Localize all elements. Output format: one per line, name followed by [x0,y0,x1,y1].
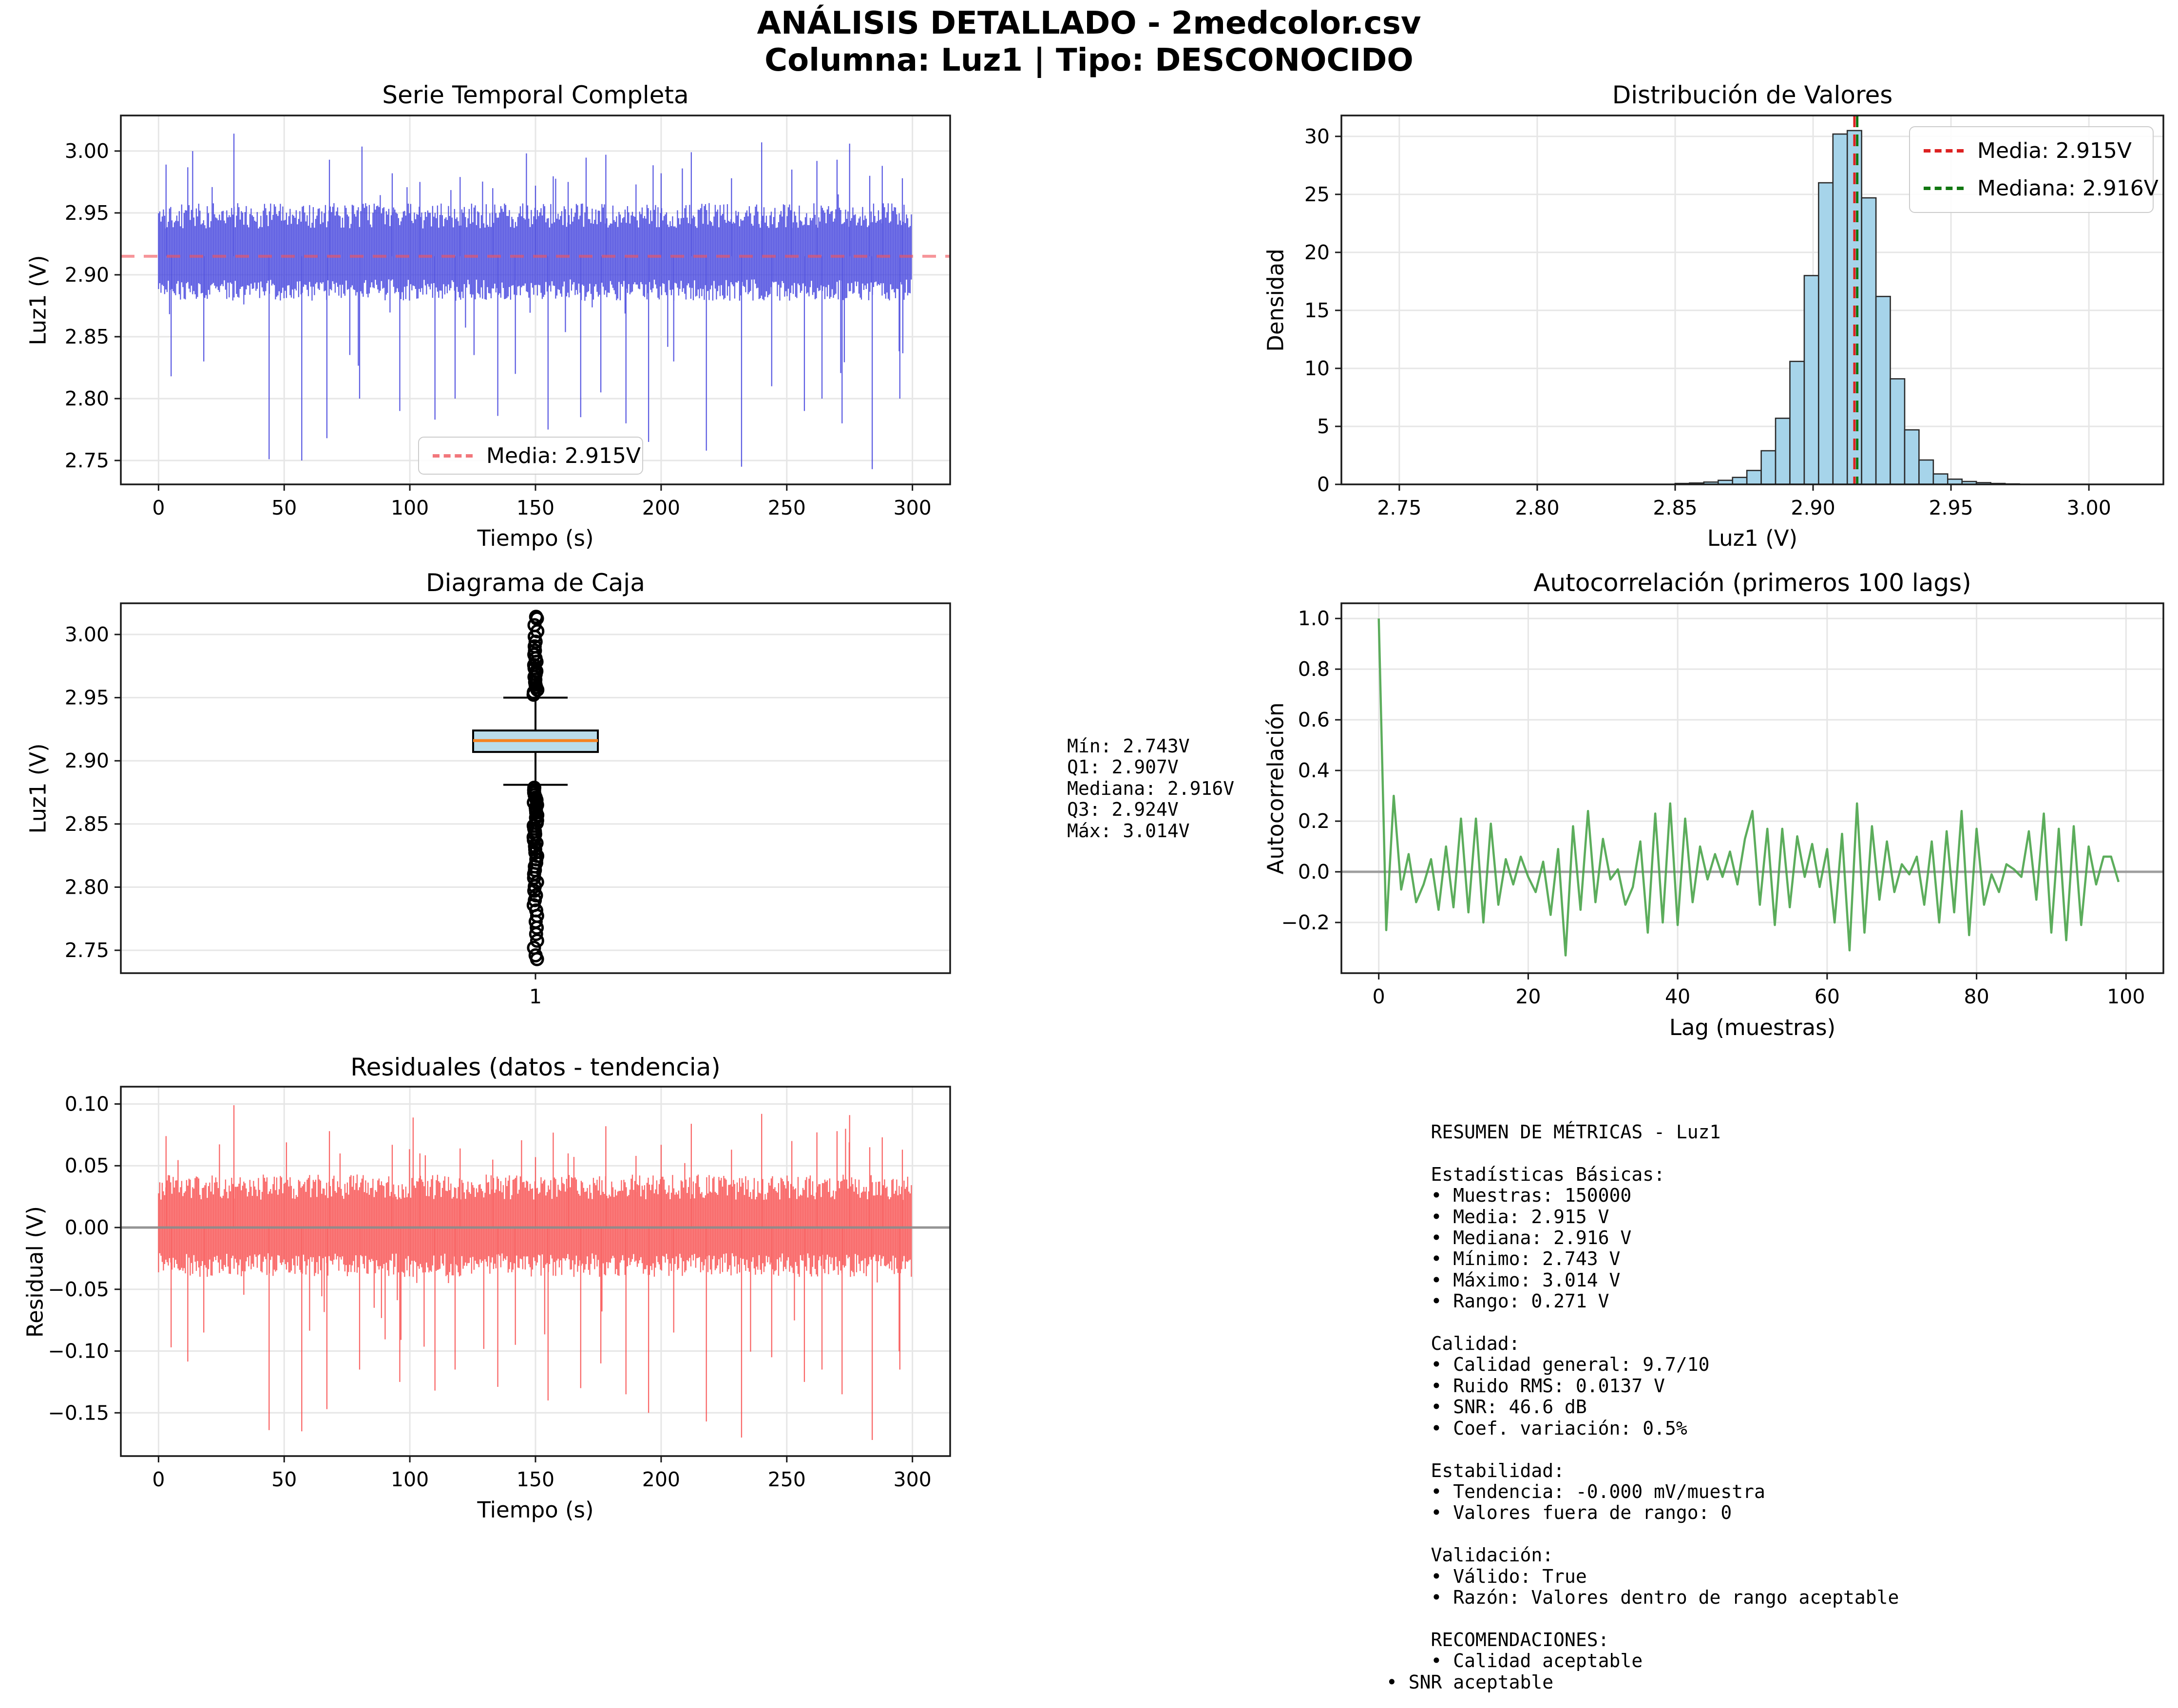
title-distribucion: Distribución de Valores [1612,81,1893,109]
svg-text:0.00: 0.00 [65,1216,109,1239]
title-residuales: Residuales (datos - tendencia) [350,1053,721,1081]
ylabel-residuales: Residual (V) [22,1206,48,1338]
media-dash-swatch [1924,149,1964,153]
svg-text:0.05: 0.05 [65,1154,109,1177]
ylabel-distribucion: Densidad [1262,249,1289,352]
svg-text:2.95: 2.95 [1929,496,1973,519]
svg-text:2.75: 2.75 [65,449,109,472]
svg-text:0.8: 0.8 [1298,657,1330,681]
svg-text:30: 30 [1304,125,1330,148]
svg-text:80: 80 [1964,985,1989,1008]
figure-title: ANÁLISIS DETALLADO - 2medcolor.csv Colum… [0,5,2178,79]
svg-text:0.6: 0.6 [1298,708,1330,731]
svg-text:2.90: 2.90 [65,263,109,287]
svg-text:300: 300 [894,1468,932,1491]
svg-text:3.00: 3.00 [65,623,109,646]
svg-text:−0.05: −0.05 [48,1278,109,1301]
xlabel-autocorrelacion: Lag (muestras) [1669,1015,1836,1040]
svg-text:−0.10: −0.10 [48,1340,109,1363]
svg-text:150: 150 [516,496,554,519]
figure-title-line1: ANÁLISIS DETALLADO - 2medcolor.csv [757,5,1421,41]
svg-text:2.85: 2.85 [65,812,109,836]
title-diagrama-caja: Diagrama de Caja [426,569,645,597]
xlabel-serie: Tiempo (s) [477,525,594,551]
svg-text:0: 0 [1317,473,1330,496]
mediana-dash-swatch [1924,187,1964,190]
svg-text:−0.15: −0.15 [48,1401,109,1424]
legend-serie: Media: 2.915V [418,437,643,475]
figure-title-line2: Columna: Luz1 | Tipo: DESCONOCIDO [764,42,1414,78]
svg-text:10: 10 [1304,357,1330,380]
svg-text:2.80: 2.80 [65,875,109,899]
svg-text:250: 250 [768,1468,806,1491]
svg-text:2.75: 2.75 [1377,496,1421,519]
svg-text:0: 0 [1373,985,1385,1008]
ylabel-serie: Luz1 (V) [25,255,51,345]
legend-media-label: Media: 2.915V [486,443,641,468]
svg-text:200: 200 [642,496,680,519]
svg-text:100: 100 [2107,985,2145,1008]
svg-text:0.0: 0.0 [1298,860,1330,883]
xlabel-distribucion: Luz1 (V) [1707,525,1798,551]
svg-text:2.85: 2.85 [1653,496,1697,519]
legend-distribucion: Media: 2.915V Mediana: 2.916V [1909,126,2159,213]
media-dash-swatch [433,454,473,458]
svg-text:2.95: 2.95 [65,201,109,225]
svg-text:20: 20 [1304,241,1330,264]
svg-text:2.90: 2.90 [65,749,109,772]
svg-text:100: 100 [391,496,429,519]
metrics-summary-text: RESUMEN DE MÉTRICAS - Luz1 Estadísticas … [1386,1121,1899,1693]
xlabel-residuales: Tiempo (s) [477,1497,594,1523]
title-autocorrelacion: Autocorrelación (primeros 100 lags) [1533,569,1971,597]
boxplot-stats-text: Mín: 2.743V Q1: 2.907V Mediana: 2.916V Q… [1067,735,1235,842]
svg-text:300: 300 [894,496,932,519]
svg-text:40: 40 [1665,985,1690,1008]
svg-text:100: 100 [391,1468,429,1491]
svg-text:25: 25 [1304,183,1330,206]
svg-text:2.95: 2.95 [65,686,109,710]
svg-text:2.90: 2.90 [1791,496,1835,519]
title-serie-temporal: Serie Temporal Completa [382,81,689,109]
svg-text:−0.2: −0.2 [1281,911,1330,934]
svg-text:1: 1 [529,985,542,1008]
svg-text:15: 15 [1304,299,1330,322]
svg-text:20: 20 [1515,985,1541,1008]
svg-text:60: 60 [1815,985,1840,1008]
svg-text:2.75: 2.75 [65,939,109,962]
svg-text:0: 0 [152,496,165,519]
svg-text:2.85: 2.85 [65,325,109,348]
legend-media-label: Media: 2.915V [1977,138,2132,163]
svg-text:150: 150 [516,1468,554,1491]
svg-text:0.2: 0.2 [1298,809,1330,833]
svg-text:0.10: 0.10 [65,1092,109,1115]
svg-text:50: 50 [271,1468,297,1491]
svg-text:50: 50 [271,496,297,519]
svg-text:1.0: 1.0 [1298,607,1330,630]
svg-text:5: 5 [1317,415,1330,438]
ylabel-autocorrelacion: Autocorrelación [1262,702,1289,875]
svg-text:250: 250 [768,496,806,519]
svg-text:3.00: 3.00 [2067,496,2111,519]
svg-text:2.80: 2.80 [1515,496,1559,519]
svg-text:2.80: 2.80 [65,387,109,410]
svg-text:0.4: 0.4 [1298,759,1330,782]
ylabel-caja: Luz1 (V) [25,743,51,834]
svg-text:0: 0 [152,1468,165,1491]
svg-text:3.00: 3.00 [65,139,109,163]
legend-mediana-label: Mediana: 2.916V [1977,176,2159,201]
svg-text:200: 200 [642,1468,680,1491]
